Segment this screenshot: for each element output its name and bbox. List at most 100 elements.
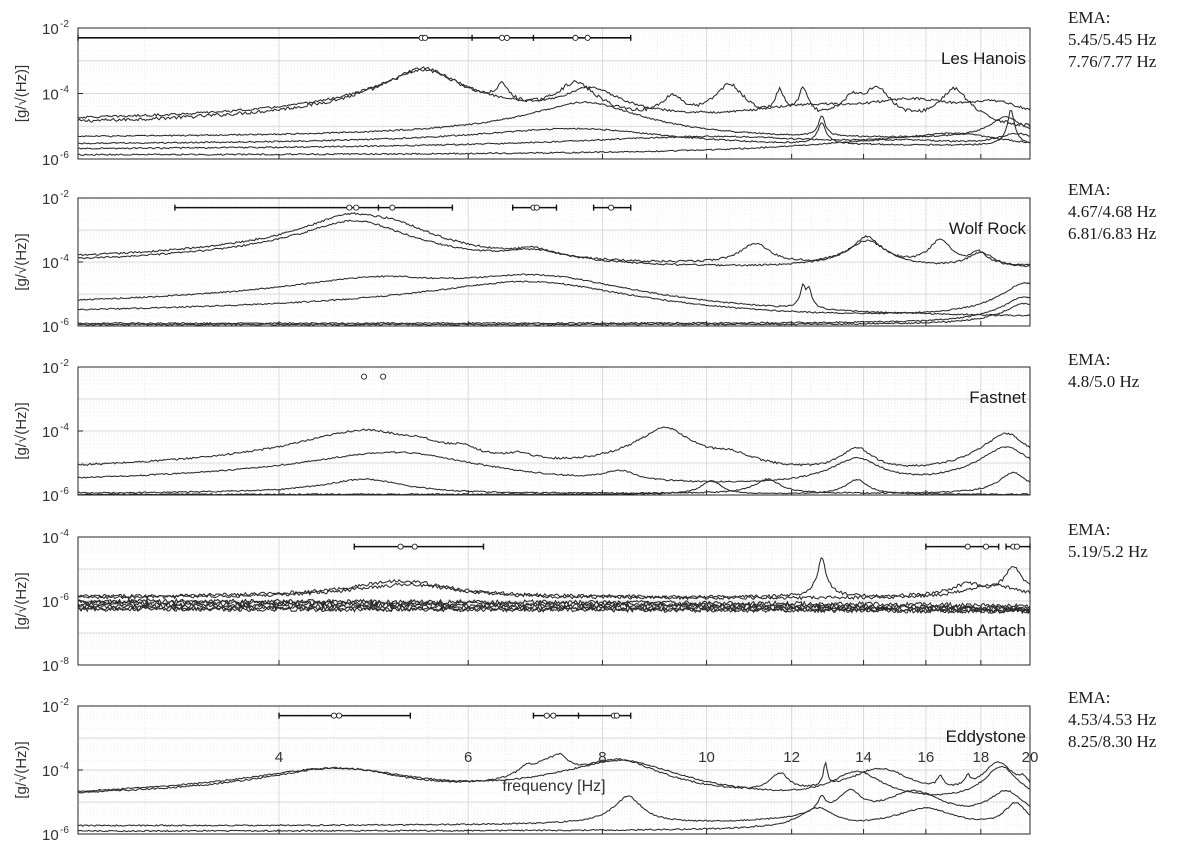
y-tick-base: 10 (42, 488, 59, 505)
y-tick-label: 10 -4 (42, 85, 69, 104)
y-tick-base: 10 (42, 594, 59, 611)
psd-trace (78, 606, 1030, 615)
y-tick-base: 10 (42, 319, 59, 336)
x-tick-label: 14 (855, 749, 872, 766)
ema-value: 4.53/4.53 Hz (1068, 710, 1157, 729)
x-tick-label: 4 (275, 749, 283, 766)
ema-frequency-marker (608, 204, 615, 211)
y-axis-label: [g/√(Hz)] (13, 402, 30, 459)
x-tick-label: 20 (1022, 749, 1039, 766)
ema-label: EMA: (1068, 688, 1111, 707)
y-tick-label: 10 -6 (42, 317, 69, 336)
psd-trace (78, 302, 1030, 326)
panel-0: 10-210-410 -6[g/√(Hz)]Les Hanois (13, 19, 1031, 169)
y-tick-base: 10 (42, 152, 59, 169)
y-tick-label: 10 -4 (42, 422, 69, 441)
ema-frequency-marker (503, 34, 511, 41)
y-tick-label: 10 -2 (42, 189, 69, 208)
station-title: Fastnet (969, 388, 1026, 407)
psd-trace (78, 100, 1030, 138)
y-tick-exponent: -8 (60, 656, 69, 667)
ema-frequency-marker (498, 34, 506, 41)
psd-trace (78, 802, 1030, 833)
y-tick-exponent: -4 (60, 761, 69, 772)
y-axis-label: [g/√(Hz)] (13, 233, 30, 290)
traces (78, 426, 1030, 495)
psd-trace (78, 479, 1030, 495)
y-tick-base: 10 (42, 21, 59, 38)
traces (78, 66, 1030, 156)
ema-frequency-marker (533, 204, 540, 211)
psd-trace (78, 752, 1030, 794)
psd-trace (78, 582, 1030, 601)
ema-frequency-marker (380, 373, 387, 380)
ema-value: 5.45/5.45 Hz (1068, 30, 1157, 49)
psd-trace (78, 132, 1030, 150)
psd-trace (78, 446, 1030, 483)
y-tick-exponent: -4 (60, 85, 69, 96)
ema-frequency-marker (389, 204, 396, 211)
y-axis-label: [g/√(Hz)] (13, 65, 30, 122)
traces (78, 557, 1030, 615)
y-tick-base: 10 (42, 699, 59, 716)
ema-label: EMA: (1068, 8, 1111, 27)
y-tick-label: 10 -6 (42, 486, 69, 505)
station-title: Eddystone (946, 727, 1026, 746)
psd-trace (78, 788, 1030, 827)
y-tick-exponent: -4 (60, 253, 69, 264)
y-tick-exponent: -4 (60, 528, 69, 539)
panel-2: 10-210-410 -6[g/√(Hz)]Fastnet (13, 358, 1031, 505)
y-tick-base: 10 (42, 255, 59, 272)
y-tick-exponent: -6 (60, 486, 69, 497)
ema-frequency-marker (330, 712, 338, 719)
y-tick-exponent: -4 (60, 422, 69, 433)
psd-trace (78, 426, 1030, 468)
y-tick-label: 10 -6 (42, 150, 69, 169)
y-tick-base: 10 (42, 658, 59, 675)
ema-note-wolf-rock: EMA: 4.67/4.68 Hz 6.81/6.83 Hz (1068, 179, 1156, 245)
ema-frequency-marker (397, 543, 404, 550)
y-tick-label: 10 -2 (42, 697, 69, 716)
y-tick-label: 10 -8 (42, 656, 69, 675)
y-tick-label: 10 -6 (42, 592, 69, 611)
ema-frequency-marker (346, 204, 353, 211)
y-tick-base: 10 (42, 763, 59, 780)
psd-trace (78, 219, 1030, 268)
x-tick-label: 8 (598, 749, 606, 766)
ema-value: 5.19/5.2 Hz (1068, 542, 1148, 561)
y-tick-exponent: -2 (60, 358, 69, 369)
ema-frequency-marker (543, 712, 550, 719)
y-tick-label: 10 -2 (42, 358, 69, 377)
y-tick-exponent: -6 (60, 317, 69, 328)
ema-note-fastnet: EMA: 4.8/5.0 Hz (1068, 349, 1139, 393)
psd-trace (78, 557, 1030, 599)
y-tick-label: 10 -4 (42, 253, 69, 272)
y-tick-exponent: -2 (60, 19, 69, 30)
y-tick-label: 10 -6 (42, 825, 69, 844)
ema-value: 4.67/4.68 Hz (1068, 202, 1157, 221)
ema-frequency-marker (353, 204, 360, 211)
y-tick-exponent: -6 (60, 825, 69, 836)
panel-1: 10-210-410 -6[g/√(Hz)]Wolf Rock (13, 189, 1031, 336)
ema-frequency-marker (422, 34, 429, 41)
ema-value: 4.8/5.0 Hz (1068, 372, 1140, 391)
y-tick-label: 10 -4 (42, 761, 69, 780)
traces (78, 212, 1030, 326)
x-tick-label: 10 (698, 749, 715, 766)
psd-trace (78, 110, 1030, 147)
y-tick-exponent: -2 (60, 697, 69, 708)
y-tick-base: 10 (42, 360, 59, 377)
ema-frequency-marker (411, 543, 418, 550)
station-title: Wolf Rock (949, 219, 1027, 238)
ema-note-dubh-artach: EMA: 5.19/5.2 Hz (1068, 519, 1148, 563)
y-tick-exponent: -6 (60, 150, 69, 161)
y-tick-base: 10 (42, 530, 59, 547)
y-tick-exponent: -6 (60, 592, 69, 603)
psd-trace (78, 66, 1030, 128)
ema-frequency-marker (361, 373, 368, 380)
y-tick-label: 10 -2 (42, 19, 69, 38)
y-tick-label: 10 -4 (42, 528, 69, 547)
psd-trace (78, 132, 1030, 156)
ema-value: 7.76/7.77 Hz (1068, 52, 1157, 71)
